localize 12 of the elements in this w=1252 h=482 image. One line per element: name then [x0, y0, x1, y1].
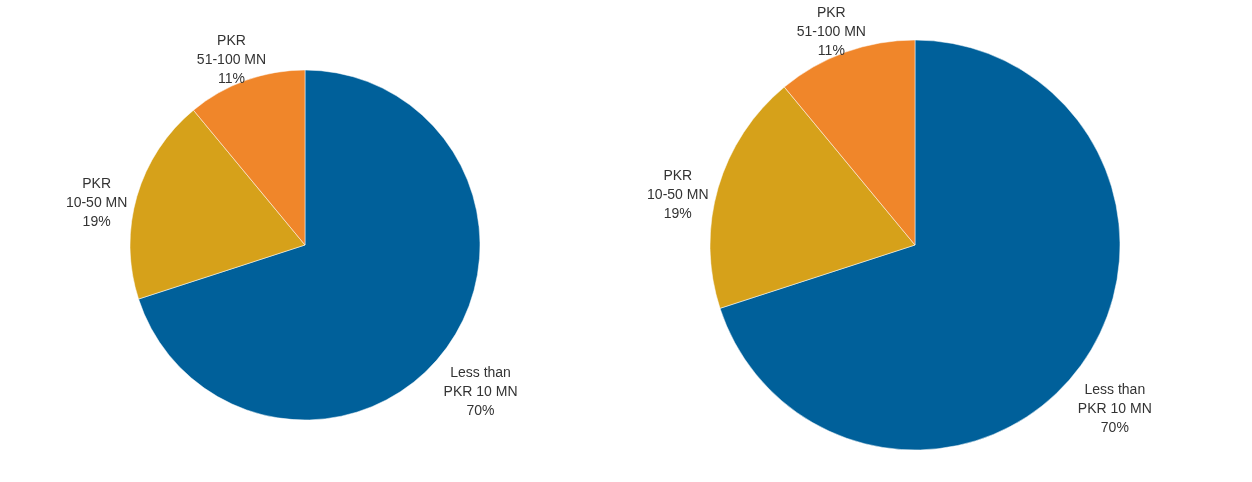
data-label: 70% — [466, 401, 495, 418]
slice-label: PKR 51-100 MN — [796, 3, 866, 39]
slice-label: PKR 10-50 MN — [65, 175, 128, 211]
data-label: 11% — [218, 69, 245, 86]
data-label: 19% — [82, 213, 111, 230]
slice-label: PKR 10-50 MN — [647, 167, 709, 203]
slice-label: Less than PKR 10 MN — [443, 363, 518, 399]
data-label: 70% — [1100, 419, 1129, 436]
data-label: 19% — [663, 205, 692, 222]
slice-label: PKR 51-100 MN — [196, 31, 267, 67]
data-label: 11% — [817, 41, 845, 58]
slice-label: Less than PKR 10 MN — [1077, 381, 1152, 417]
